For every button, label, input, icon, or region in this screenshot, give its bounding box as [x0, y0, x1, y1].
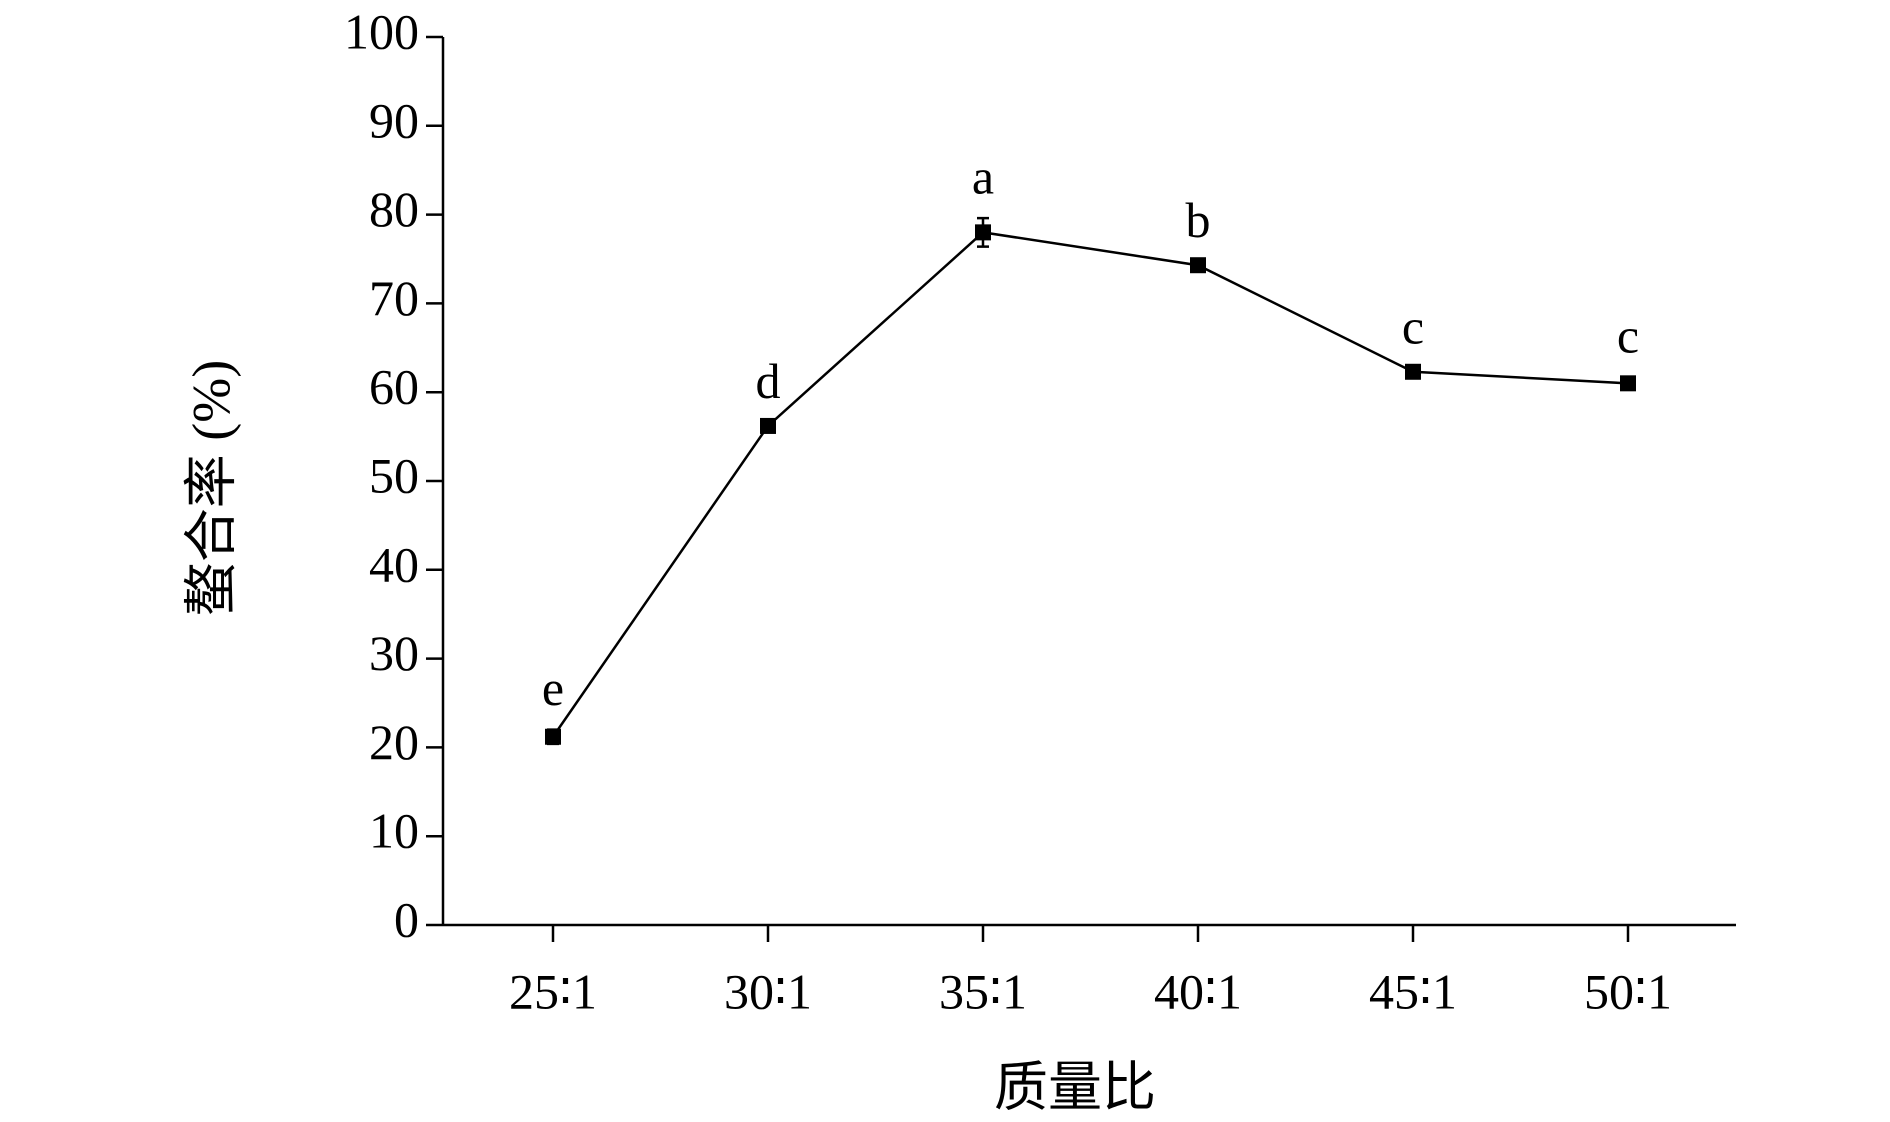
- x-tick-label: 25∶1: [509, 963, 597, 1019]
- significance-label: a: [972, 149, 994, 205]
- x-tick-label: 35∶1: [939, 963, 1027, 1019]
- y-tick-label: 90: [369, 92, 419, 148]
- point: [1190, 257, 1206, 274]
- y-tick-label: 80: [369, 181, 419, 237]
- x-tick-label: 30∶1: [724, 963, 812, 1019]
- y-tick-label: 30: [369, 625, 419, 681]
- significance-label: e: [542, 660, 564, 716]
- x-tick-label: 50∶1: [1584, 963, 1672, 1019]
- y-tick-label: 20: [369, 714, 419, 770]
- y-tick-label: 0: [394, 891, 419, 947]
- significance-label: d: [756, 353, 781, 409]
- y-tick-label: 10: [369, 803, 419, 859]
- point: [1620, 375, 1636, 392]
- series-line: [551, 231, 1629, 738]
- point: [975, 224, 991, 241]
- x-axis-title: 质量比: [994, 1057, 1156, 1117]
- significance-label: b: [1186, 192, 1211, 248]
- y-tick-label: 70: [369, 270, 419, 326]
- significance-label: c: [1402, 299, 1424, 355]
- x-tick-label: 45∶1: [1369, 963, 1457, 1019]
- point: [760, 417, 776, 434]
- point: [545, 728, 561, 745]
- y-axis-title: 螯合率 (%): [181, 360, 241, 616]
- point: [1405, 363, 1421, 380]
- x-tick-label: 40∶1: [1154, 963, 1242, 1019]
- y-tick-label: 50: [369, 447, 419, 503]
- y-tick-label: 100: [344, 3, 419, 59]
- y-tick-label: 40: [369, 536, 419, 592]
- y-tick-label: 60: [369, 359, 419, 415]
- significance-label: c: [1617, 308, 1639, 364]
